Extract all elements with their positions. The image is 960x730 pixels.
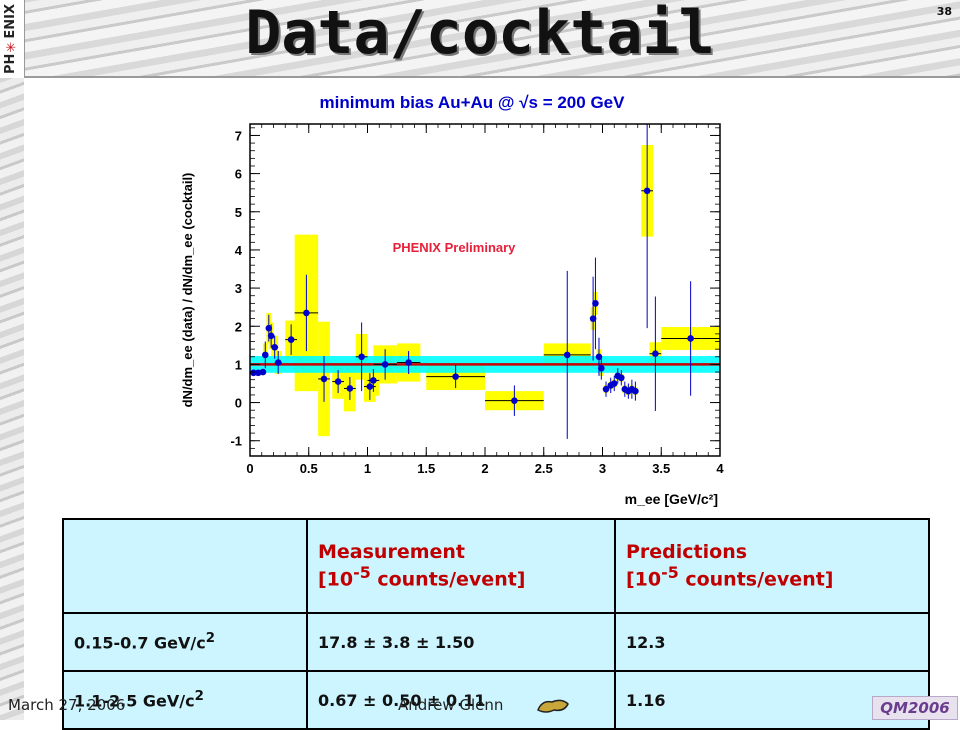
results-table: Measurement [10-5 counts/event] Predicti… xyxy=(62,518,930,730)
data-point xyxy=(271,343,278,351)
data-point xyxy=(595,353,603,361)
y-tick-label: -1 xyxy=(230,434,242,449)
y-tick-label: 2 xyxy=(235,319,242,334)
data-point xyxy=(405,359,412,366)
y-tick-label: 0 xyxy=(235,396,242,411)
predictions-header-unit-tail: counts/event] xyxy=(678,568,834,591)
data-point xyxy=(598,364,605,372)
y-tick-label: 4 xyxy=(235,243,243,258)
x-tick-label: 3 xyxy=(599,461,606,476)
measurement-header-unit-base: [10 xyxy=(318,568,354,591)
table-row: 0.15-0.7 GeV/c2 17.8 ± 3.8 ± 1.50 12.3 xyxy=(62,612,930,672)
x-tick-label: 1.5 xyxy=(417,461,435,476)
measurement-cell: 17.8 ± 3.8 ± 1.50 xyxy=(306,612,616,672)
data-point xyxy=(287,336,295,343)
data-point xyxy=(274,359,282,366)
data-point xyxy=(265,324,273,332)
chart-title: minimum bias Au+Au @ √s = 200 GeV xyxy=(320,93,626,112)
data-point xyxy=(687,335,694,342)
data-point xyxy=(370,377,377,384)
footer-date: March 27, 2006 xyxy=(8,696,126,714)
data-point xyxy=(643,187,651,195)
predictions-header: Predictions [10-5 counts/event] xyxy=(614,518,930,614)
data-point xyxy=(602,385,610,393)
data-point xyxy=(618,374,625,382)
table-header-row: Measurement [10-5 counts/event] Predicti… xyxy=(62,518,930,614)
y-tick-label: 5 xyxy=(235,205,242,220)
page-title: Data/cocktail xyxy=(245,0,715,68)
data-point xyxy=(632,387,639,395)
data-point xyxy=(366,383,374,390)
predictions-header-title: Predictions xyxy=(626,541,748,564)
x-tick-label: 4 xyxy=(716,461,724,476)
data-point xyxy=(592,300,599,307)
data-point xyxy=(267,332,275,340)
footer-author: Andrew Glenn xyxy=(398,696,504,714)
prediction-cell: 12.3 xyxy=(614,612,930,672)
predictions-header-unit-base: [10 xyxy=(626,568,662,591)
x-axis-label: m_ee [GeV/c²] xyxy=(625,491,718,507)
data-point xyxy=(346,385,354,392)
table-corner-cell xyxy=(62,518,308,614)
y-tick-label: 1 xyxy=(235,357,242,372)
data-point xyxy=(563,351,571,359)
mass-range-cell: 0.15-0.7 GeV/c2 xyxy=(62,612,308,672)
data-point xyxy=(334,378,342,385)
y-tick-label: 7 xyxy=(235,128,242,143)
header-band xyxy=(0,0,960,78)
data-point xyxy=(610,380,618,387)
data-point xyxy=(259,368,267,376)
y-tick-label: 3 xyxy=(235,281,242,296)
data-point xyxy=(320,375,328,383)
data-point xyxy=(250,369,257,377)
data-point xyxy=(303,309,310,317)
measurement-header: Measurement [10-5 counts/event] xyxy=(306,518,616,614)
data-point xyxy=(381,361,389,368)
conference-logo: QM2006 xyxy=(872,696,958,720)
data-point xyxy=(358,353,365,361)
slide-number: 38 xyxy=(936,5,952,18)
x-tick-label: 0.5 xyxy=(300,461,318,476)
x-tick-label: 0 xyxy=(246,461,253,476)
data-point xyxy=(589,315,597,322)
y-tick-label: 6 xyxy=(235,167,242,182)
measurement-header-title: Measurement xyxy=(318,541,465,564)
buffalo-logo-icon xyxy=(537,699,569,713)
ratio-chart: minimum bias Au+Au @ √s = 200 GeV 0 0.5 1 1… xyxy=(180,93,724,507)
data-point xyxy=(452,373,459,380)
x-tick-label: 2 xyxy=(481,461,488,476)
data-point xyxy=(511,397,518,404)
measurement-header-unit-exp: -5 xyxy=(353,563,371,583)
phenix-logo: PH✳ENIX xyxy=(0,0,25,78)
data-point xyxy=(261,351,269,359)
chart-annotation: PHENIX Preliminary xyxy=(393,240,517,255)
x-tick-label: 2.5 xyxy=(535,461,553,476)
x-tick-label: 1 xyxy=(364,461,371,476)
data-point xyxy=(652,350,659,358)
measurement-header-unit-tail: counts/event] xyxy=(370,568,526,591)
left-marble-strip xyxy=(0,0,24,720)
x-tick-label: 3.5 xyxy=(652,461,670,476)
y-axis-label: dN/dm_ee (data) / dN/dm_ee (cocktail) xyxy=(180,173,195,408)
predictions-header-unit-exp: -5 xyxy=(661,563,679,583)
